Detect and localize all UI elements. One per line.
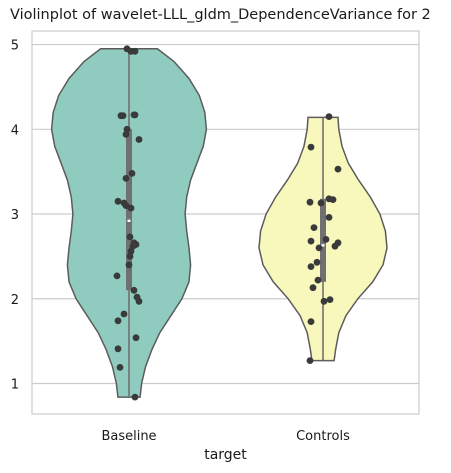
data-point [307,318,315,325]
data-point [310,224,318,232]
x-tick-label-baseline: Baseline [101,429,156,444]
data-point [329,196,337,204]
data-point [126,253,134,260]
data-point [131,47,139,55]
data-point [114,317,122,325]
y-tick-label: 3 [11,208,19,223]
data-point [131,111,139,119]
data-point [113,272,121,280]
data-point [122,175,130,182]
data-point [306,198,314,206]
data-point [125,261,133,269]
violin-group-controls [258,113,388,364]
data-point [326,296,334,303]
data-point [131,393,139,401]
data-point [322,236,330,243]
data-point [126,233,134,241]
x-axis-label: target [204,447,247,463]
y-tick-label: 2 [11,293,19,308]
data-point [309,284,317,292]
data-point [135,136,143,143]
data-point [132,241,140,248]
data-point [128,170,136,177]
data-point [320,297,328,305]
y-tick-label: 5 [11,39,19,54]
data-point [307,263,315,270]
y-tick-labels: 1 2 3 4 5 [11,39,19,393]
data-point [116,364,124,371]
data-point [120,310,128,318]
data-point [123,125,131,133]
chart-title: Violinplot of wavelet-LLL_gldm_Dependenc… [10,7,431,23]
data-point [334,165,342,173]
y-tick-label: 4 [11,123,19,138]
data-point [315,244,323,252]
data-point [127,204,135,212]
data-point [313,258,321,266]
data-point [122,131,130,138]
x-tick-label-controls: Controls [296,429,350,444]
median-marker-baseline [127,219,131,223]
data-point [307,143,315,151]
data-point [334,239,342,247]
data-point [307,237,315,245]
data-point [127,247,135,255]
violins [50,45,388,401]
data-point [119,112,127,120]
data-point [135,297,143,305]
x-tick-labels: Baseline Controls [101,429,350,444]
violin-group-baseline [50,45,208,401]
data-point [114,345,122,353]
data-point [114,197,122,205]
data-point [130,286,138,294]
median-marker-controls [321,244,325,247]
data-point [306,357,314,364]
data-point [317,199,325,207]
data-point [325,214,333,221]
plot-area-frame [31,30,420,415]
data-point [132,334,140,342]
y-tick-label: 1 [11,377,19,392]
data-point [314,276,322,284]
data-point [325,113,333,120]
